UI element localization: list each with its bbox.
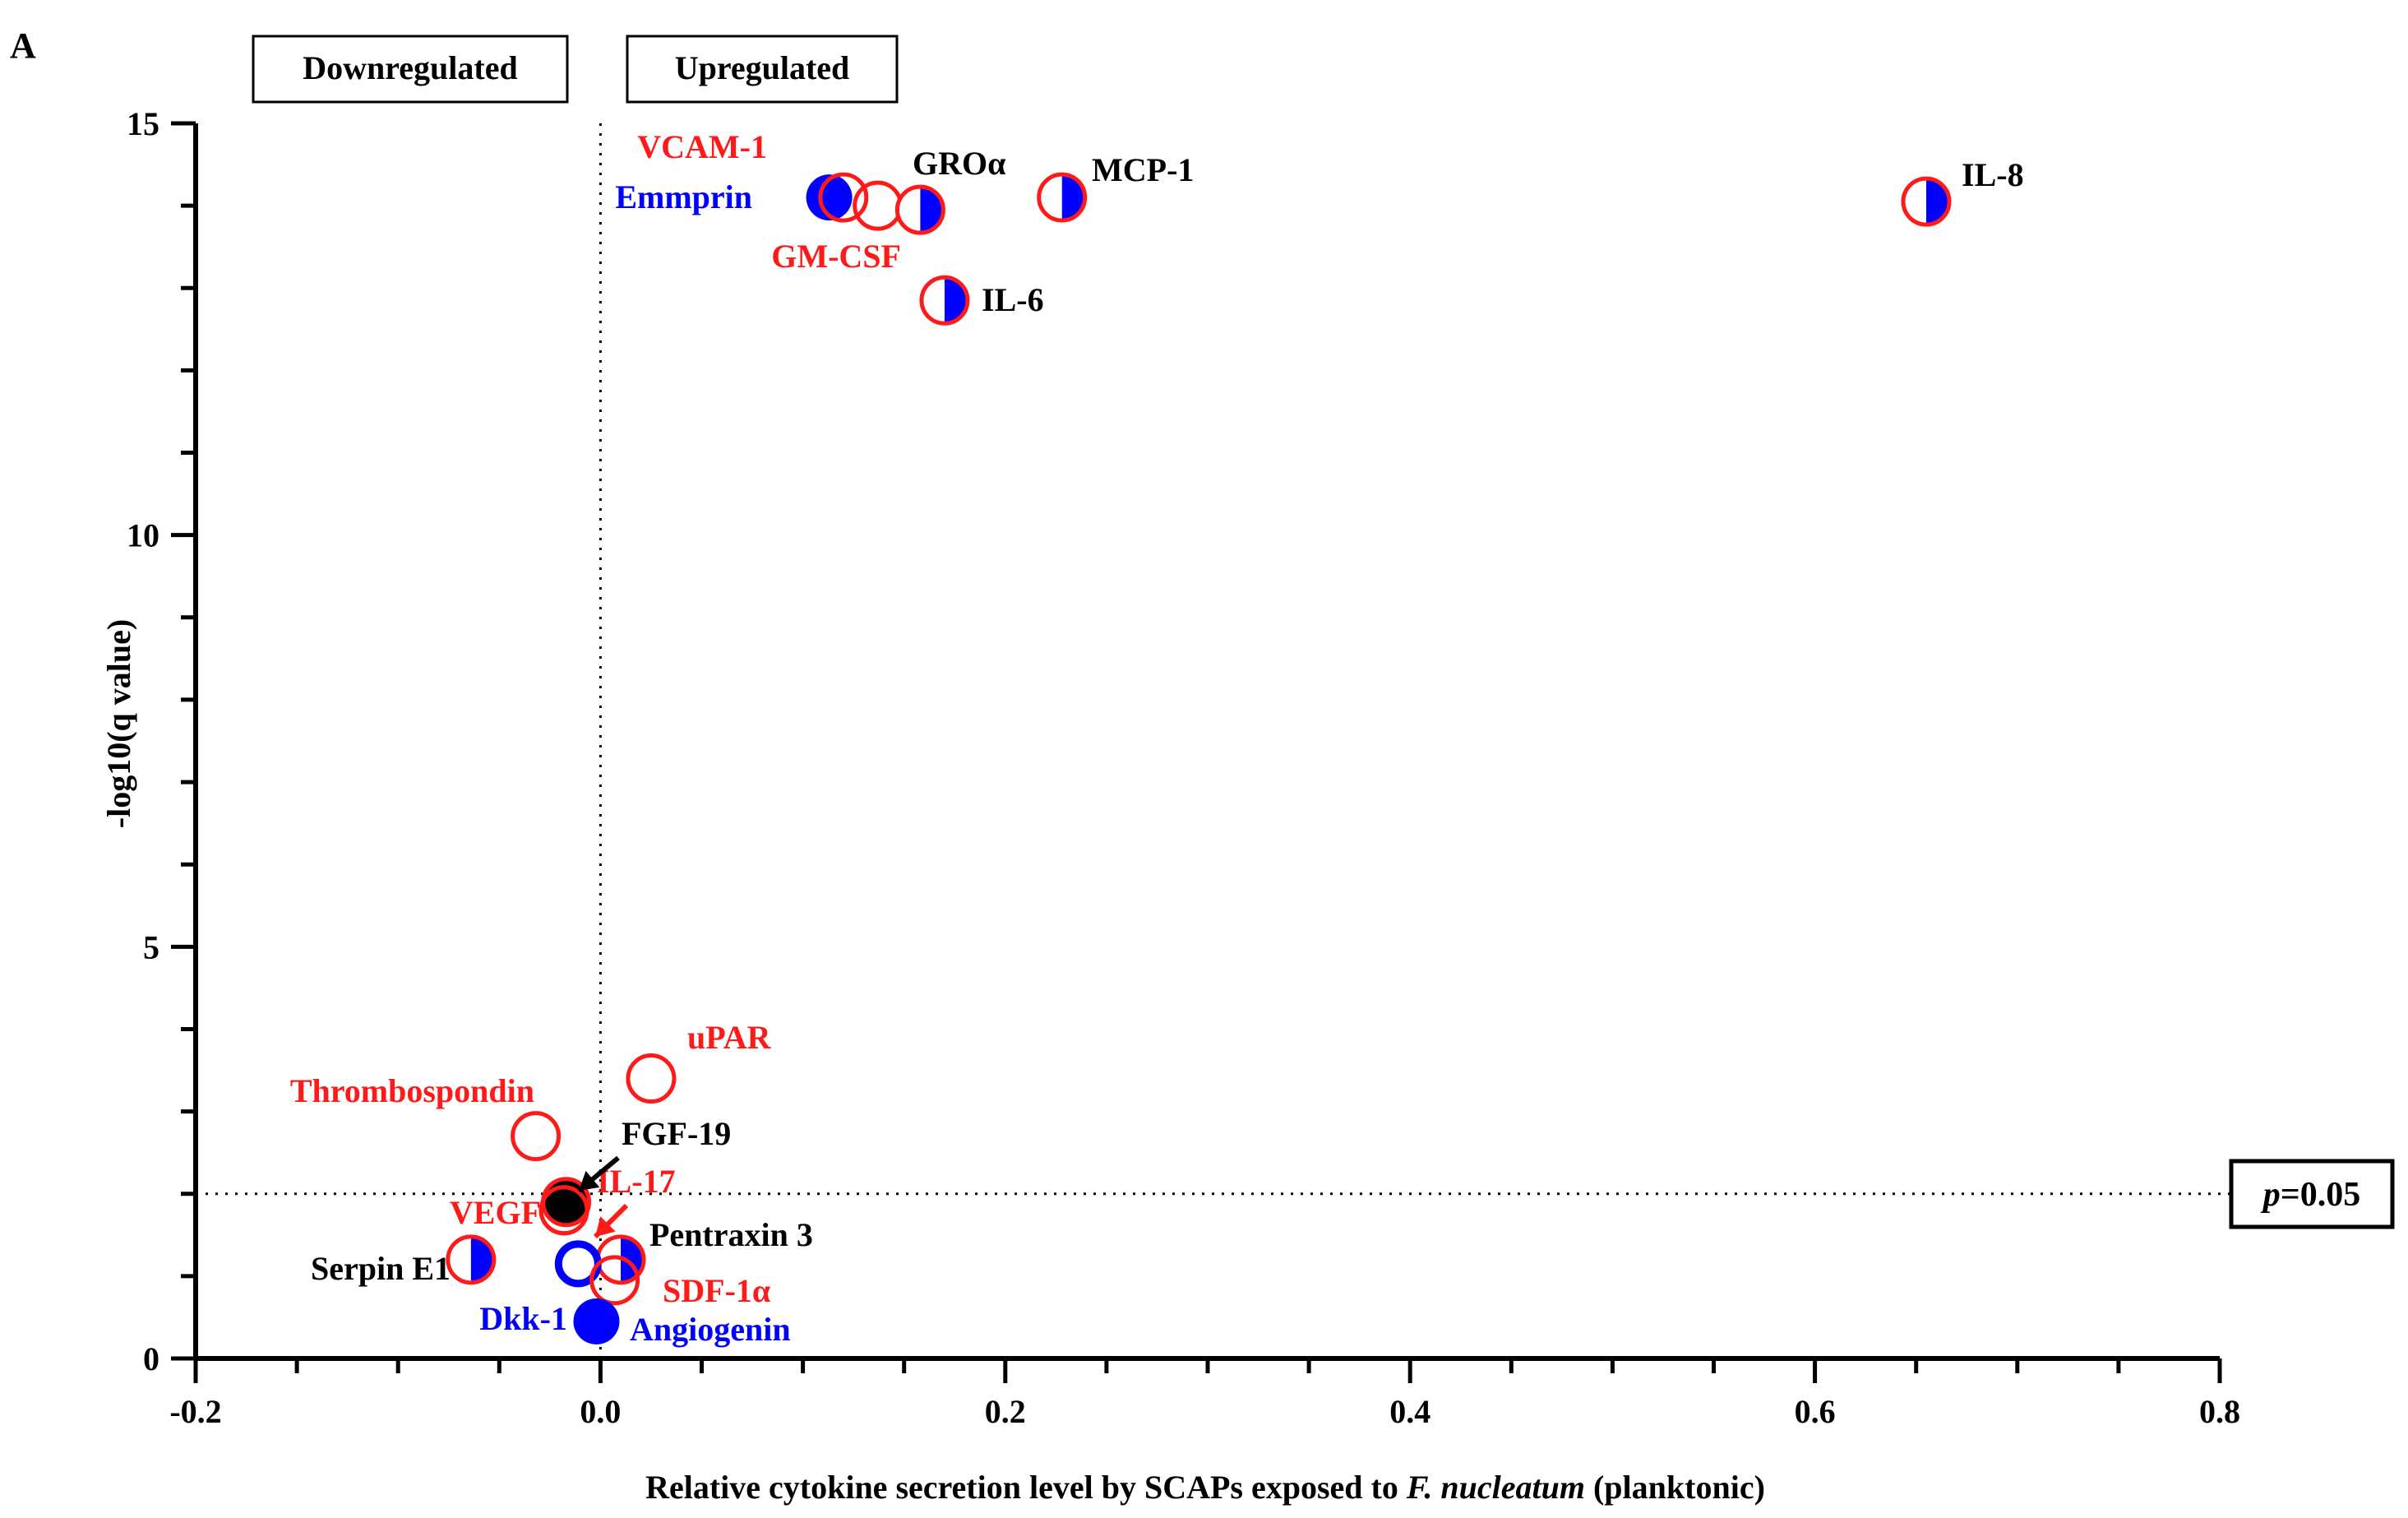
threshold-box: p=0.05 — [2229, 1159, 2395, 1229]
point-marker — [818, 172, 869, 223]
point-serpin-e1 — [446, 1234, 497, 1285]
x-tick-label: -0.2 — [169, 1393, 221, 1430]
fgf19-arrow — [577, 1155, 620, 1193]
label-thrombospondin: Thrombospondin — [290, 1072, 534, 1109]
downregulated-box: Downregulated — [252, 35, 569, 104]
point-marker — [573, 1298, 620, 1344]
point-vcam-1 — [818, 172, 869, 223]
label-emmprin: Emmprin — [615, 178, 752, 215]
label-il-17: IL-17 — [597, 1163, 676, 1200]
label-angiogenin: Angiogenin — [630, 1311, 791, 1348]
point-marker — [919, 275, 970, 326]
downregulated-label: Downregulated — [303, 49, 517, 86]
il17-arrow — [593, 1203, 629, 1239]
label-gm-csf: GM-CSF — [771, 238, 901, 275]
label-upar: uPAR — [687, 1019, 772, 1056]
label-serpin-e1: Serpin E1 — [311, 1250, 451, 1287]
point-marker-half — [944, 277, 968, 324]
upregulated-label: Upregulated — [675, 49, 850, 86]
label-vcam-1: VCAM-1 — [637, 128, 767, 165]
arrow-head — [595, 1216, 616, 1237]
point-thrombospondin — [511, 1111, 562, 1162]
x-tick-label: 0.4 — [1389, 1393, 1430, 1430]
point-marker — [538, 1185, 589, 1236]
point-gm-csf — [853, 180, 904, 231]
point-marker-half — [1061, 174, 1085, 221]
threshold-p: p — [2261, 1176, 2281, 1214]
svg-text:p=0.05: p=0.05 — [2261, 1176, 2360, 1214]
point-il-6 — [919, 275, 970, 326]
point-marker — [806, 174, 853, 221]
x-axis-title: Relative cytokine secretion level by SCA… — [645, 1469, 1765, 1506]
label-vegf: VEGF — [450, 1194, 541, 1231]
label-dkk-1: Dkk-1 — [479, 1300, 567, 1337]
label-sdf-1α: SDF-1α — [663, 1272, 770, 1309]
threshold-value: =0.05 — [2281, 1176, 2360, 1214]
label-mcp-1: MCP-1 — [1092, 151, 1194, 188]
upregulated-box: Upregulated — [626, 35, 899, 104]
arrow-head — [579, 1170, 600, 1191]
x-axis-title-part1: Relative cytokine secretion level by SCA… — [645, 1469, 1407, 1506]
point-marker — [853, 180, 904, 231]
y-tick-label: 10 — [127, 517, 159, 554]
point-marker-half — [920, 187, 944, 234]
y-tick-label: 5 — [143, 928, 159, 965]
y-tick-label: 0 — [143, 1340, 159, 1377]
y-axis-title: -log10(q value) — [100, 619, 137, 828]
label-pentraxin-3: Pentraxin 3 — [649, 1216, 813, 1253]
annotations: Emmprin VCAM-1 GM-CSF GROα MCP-1 IL-8 IL-6 uPAR… — [290, 128, 2024, 1348]
label-fgf-19: FGF-19 — [622, 1115, 731, 1152]
point-il-8 — [1901, 176, 1952, 227]
point-mcp-1 — [1037, 172, 1088, 223]
point-marker — [894, 184, 945, 235]
y-tick-label: 15 — [127, 105, 159, 142]
point-marker — [511, 1111, 562, 1162]
axes: -0.2 0.0 0.2 0.4 0.6 0.8 0 5 10 15 — [127, 105, 2240, 1430]
x-tick-label: 0.8 — [2199, 1393, 2240, 1430]
point-sdf-1α — [589, 1255, 640, 1306]
point-emmprin — [806, 174, 853, 221]
point-marker-half — [1926, 178, 1950, 225]
point-marker — [1901, 176, 1952, 227]
point-marker — [1037, 172, 1088, 223]
label-il-8: IL-8 — [1962, 156, 2024, 193]
point-marker-half — [470, 1236, 494, 1283]
x-tick-label: 0.6 — [1795, 1393, 1836, 1430]
data-points — [446, 172, 1952, 1344]
point-marker — [626, 1053, 677, 1104]
point-angiogenin — [573, 1298, 620, 1344]
point-marker — [589, 1255, 640, 1306]
point-vegf — [538, 1185, 589, 1236]
x-tick-label: 0.2 — [985, 1393, 1026, 1430]
point-marker — [446, 1234, 497, 1285]
label-il-6: IL-6 — [982, 281, 1044, 318]
point-upar — [626, 1053, 677, 1104]
label-groα: GROα — [913, 145, 1005, 182]
x-tick-label: 0.0 — [580, 1393, 621, 1430]
x-axis-title-part3: (planktonic) — [1585, 1469, 1765, 1506]
panel-label: A — [10, 25, 36, 66]
reference-lines — [196, 123, 2230, 1358]
point-groα — [894, 184, 945, 235]
x-axis-title-species: F. nucleatum — [1406, 1469, 1585, 1506]
